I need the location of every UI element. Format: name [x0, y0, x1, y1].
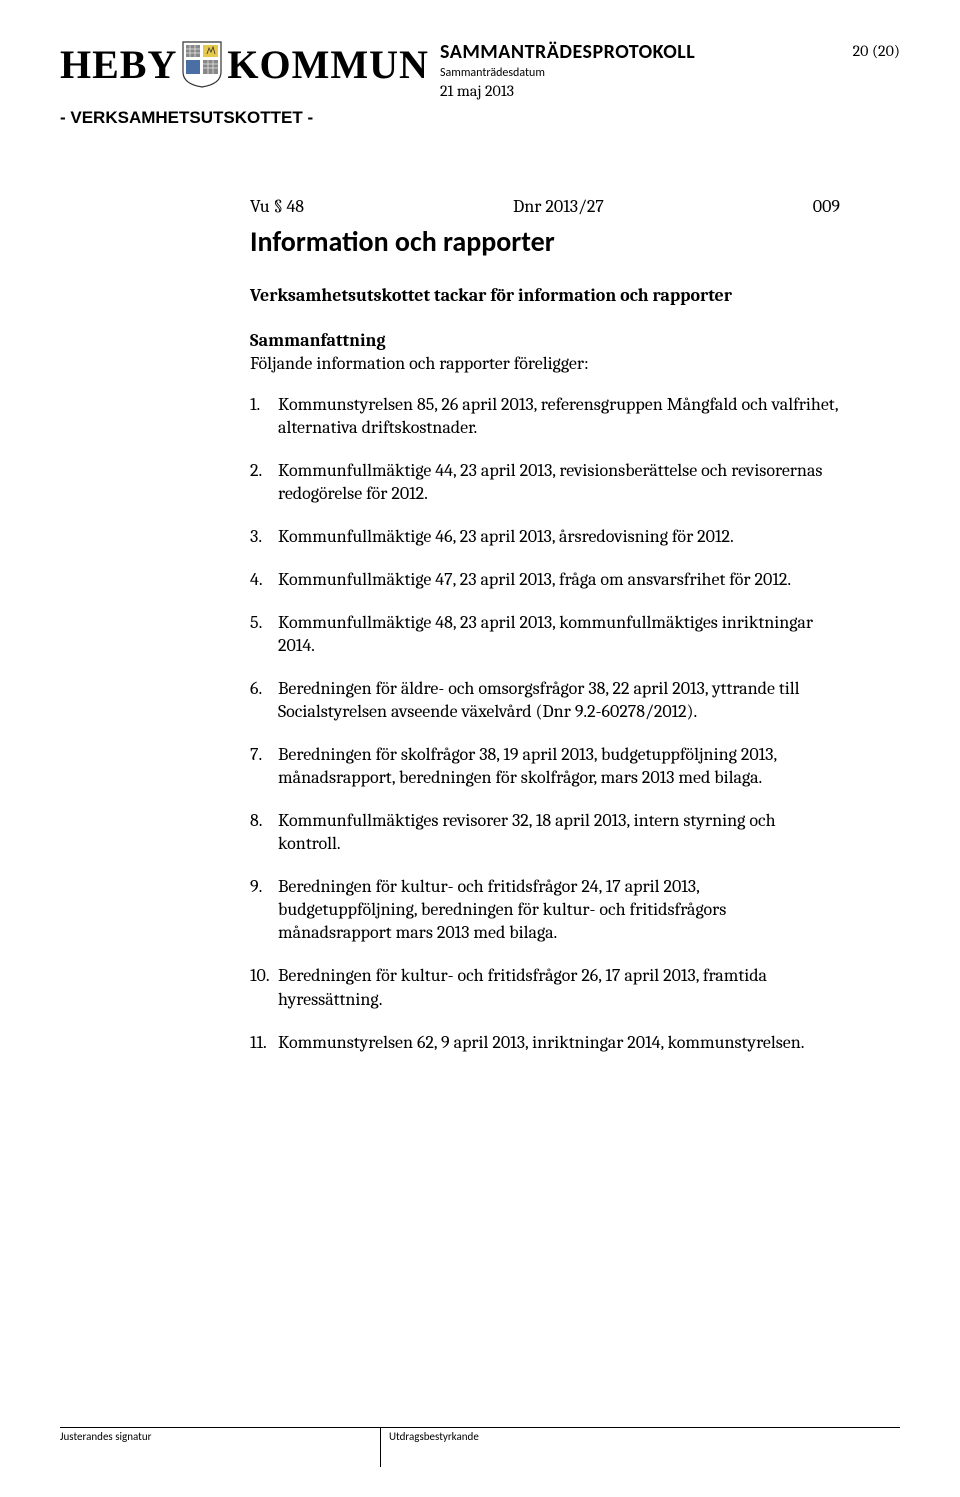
ref-diary-number: Dnr 2013/27	[513, 195, 604, 218]
logo-text-left: HEBY	[60, 41, 177, 88]
list-item: Beredningen för äldre- och omsorgsfrågor…	[250, 677, 840, 723]
crest-icon	[181, 40, 223, 88]
footer-attestation-label: Utdragsbestyrkande	[380, 1427, 900, 1467]
list-item: Kommunfullmäktiges revisorer 32, 18 apri…	[250, 809, 840, 855]
list-item-text: Kommunstyrelsen 85, 26 april 2013, refer…	[278, 394, 838, 438]
logo-text-right: KOMMUN	[227, 41, 429, 88]
list-item-text: Beredningen för kultur- och fritidsfrågo…	[278, 876, 726, 943]
list-item: Kommunstyrelsen 62, 9 april 2013, inrikt…	[250, 1031, 840, 1054]
document-title: Information och rapporter	[250, 224, 840, 260]
list-item: Kommunfullmäktige 48, 23 april 2013, kom…	[250, 611, 840, 657]
footer-signature-label: Justerandes signatur	[60, 1427, 380, 1467]
list-item-text: Beredningen för skolfrågor 38, 19 april …	[278, 744, 777, 788]
header-right: SAMMANTRÄDESPROTOKOLL 20 (20) Sammanträd…	[440, 40, 900, 100]
summary-text: Följande information och rapporter förel…	[250, 352, 840, 375]
committee-subtitle: - VERKSAMHETSUTSKOTTET -	[60, 108, 313, 128]
list-item-text: Kommunfullmäktige 46, 23 april 2013, års…	[278, 526, 734, 547]
list-item-text: Kommunfullmäktige 47, 23 april 2013, frå…	[278, 569, 791, 590]
list-item-text: Beredningen för kultur- och fritidsfrågo…	[278, 965, 767, 1009]
protocol-title: SAMMANTRÄDESPROTOKOLL	[440, 40, 695, 64]
logo-block: HEBY KOMMUN	[60, 40, 429, 88]
list-item: Kommunstyrelsen 85, 26 april 2013, refer…	[250, 393, 840, 439]
main-content: Vu § 48 Dnr 2013/27 009 Information och …	[250, 195, 840, 1054]
list-item: Beredningen för skolfrågor 38, 19 april …	[250, 743, 840, 789]
meeting-date: 21 maj 2013	[440, 82, 900, 100]
list-item: Kommunfullmäktige 47, 23 april 2013, frå…	[250, 568, 840, 591]
ref-code: 009	[813, 195, 840, 218]
page-number: 20 (20)	[853, 42, 900, 60]
list-item-text: Kommunfullmäktige 44, 23 april 2013, rev…	[278, 460, 822, 504]
list-item: Kommunfullmäktige 46, 23 april 2013, års…	[250, 525, 840, 548]
list-item-text: Beredningen för äldre- och omsorgsfrågor…	[278, 678, 800, 722]
report-list: Kommunstyrelsen 85, 26 april 2013, refer…	[250, 393, 840, 1054]
intro-line: Verksamhetsutskottet tackar för informat…	[250, 284, 840, 307]
list-item-text: Kommunstyrelsen 62, 9 april 2013, inrikt…	[278, 1032, 805, 1053]
summary-label: Sammanfattning	[250, 329, 840, 352]
page-header: HEBY KOMMUN - VERKSAMHETSUTSKOTTET -	[60, 40, 900, 140]
list-item-text: Kommunfullmäktiges revisorer 32, 18 apri…	[278, 810, 776, 854]
page-footer: Justerandes signatur Utdragsbestyrkande	[60, 1427, 900, 1467]
meeting-date-label: Sammanträdesdatum	[440, 66, 900, 80]
list-item: Kommunfullmäktige 44, 23 april 2013, rev…	[250, 459, 840, 505]
reference-row: Vu § 48 Dnr 2013/27 009	[250, 195, 840, 218]
list-item: Beredningen för kultur- och fritidsfrågo…	[250, 875, 840, 944]
list-item-text: Kommunfullmäktige 48, 23 april 2013, kom…	[278, 612, 813, 656]
list-item: Beredningen för kultur- och fritidsfrågo…	[250, 964, 840, 1010]
ref-left: Vu § 48	[250, 195, 304, 218]
